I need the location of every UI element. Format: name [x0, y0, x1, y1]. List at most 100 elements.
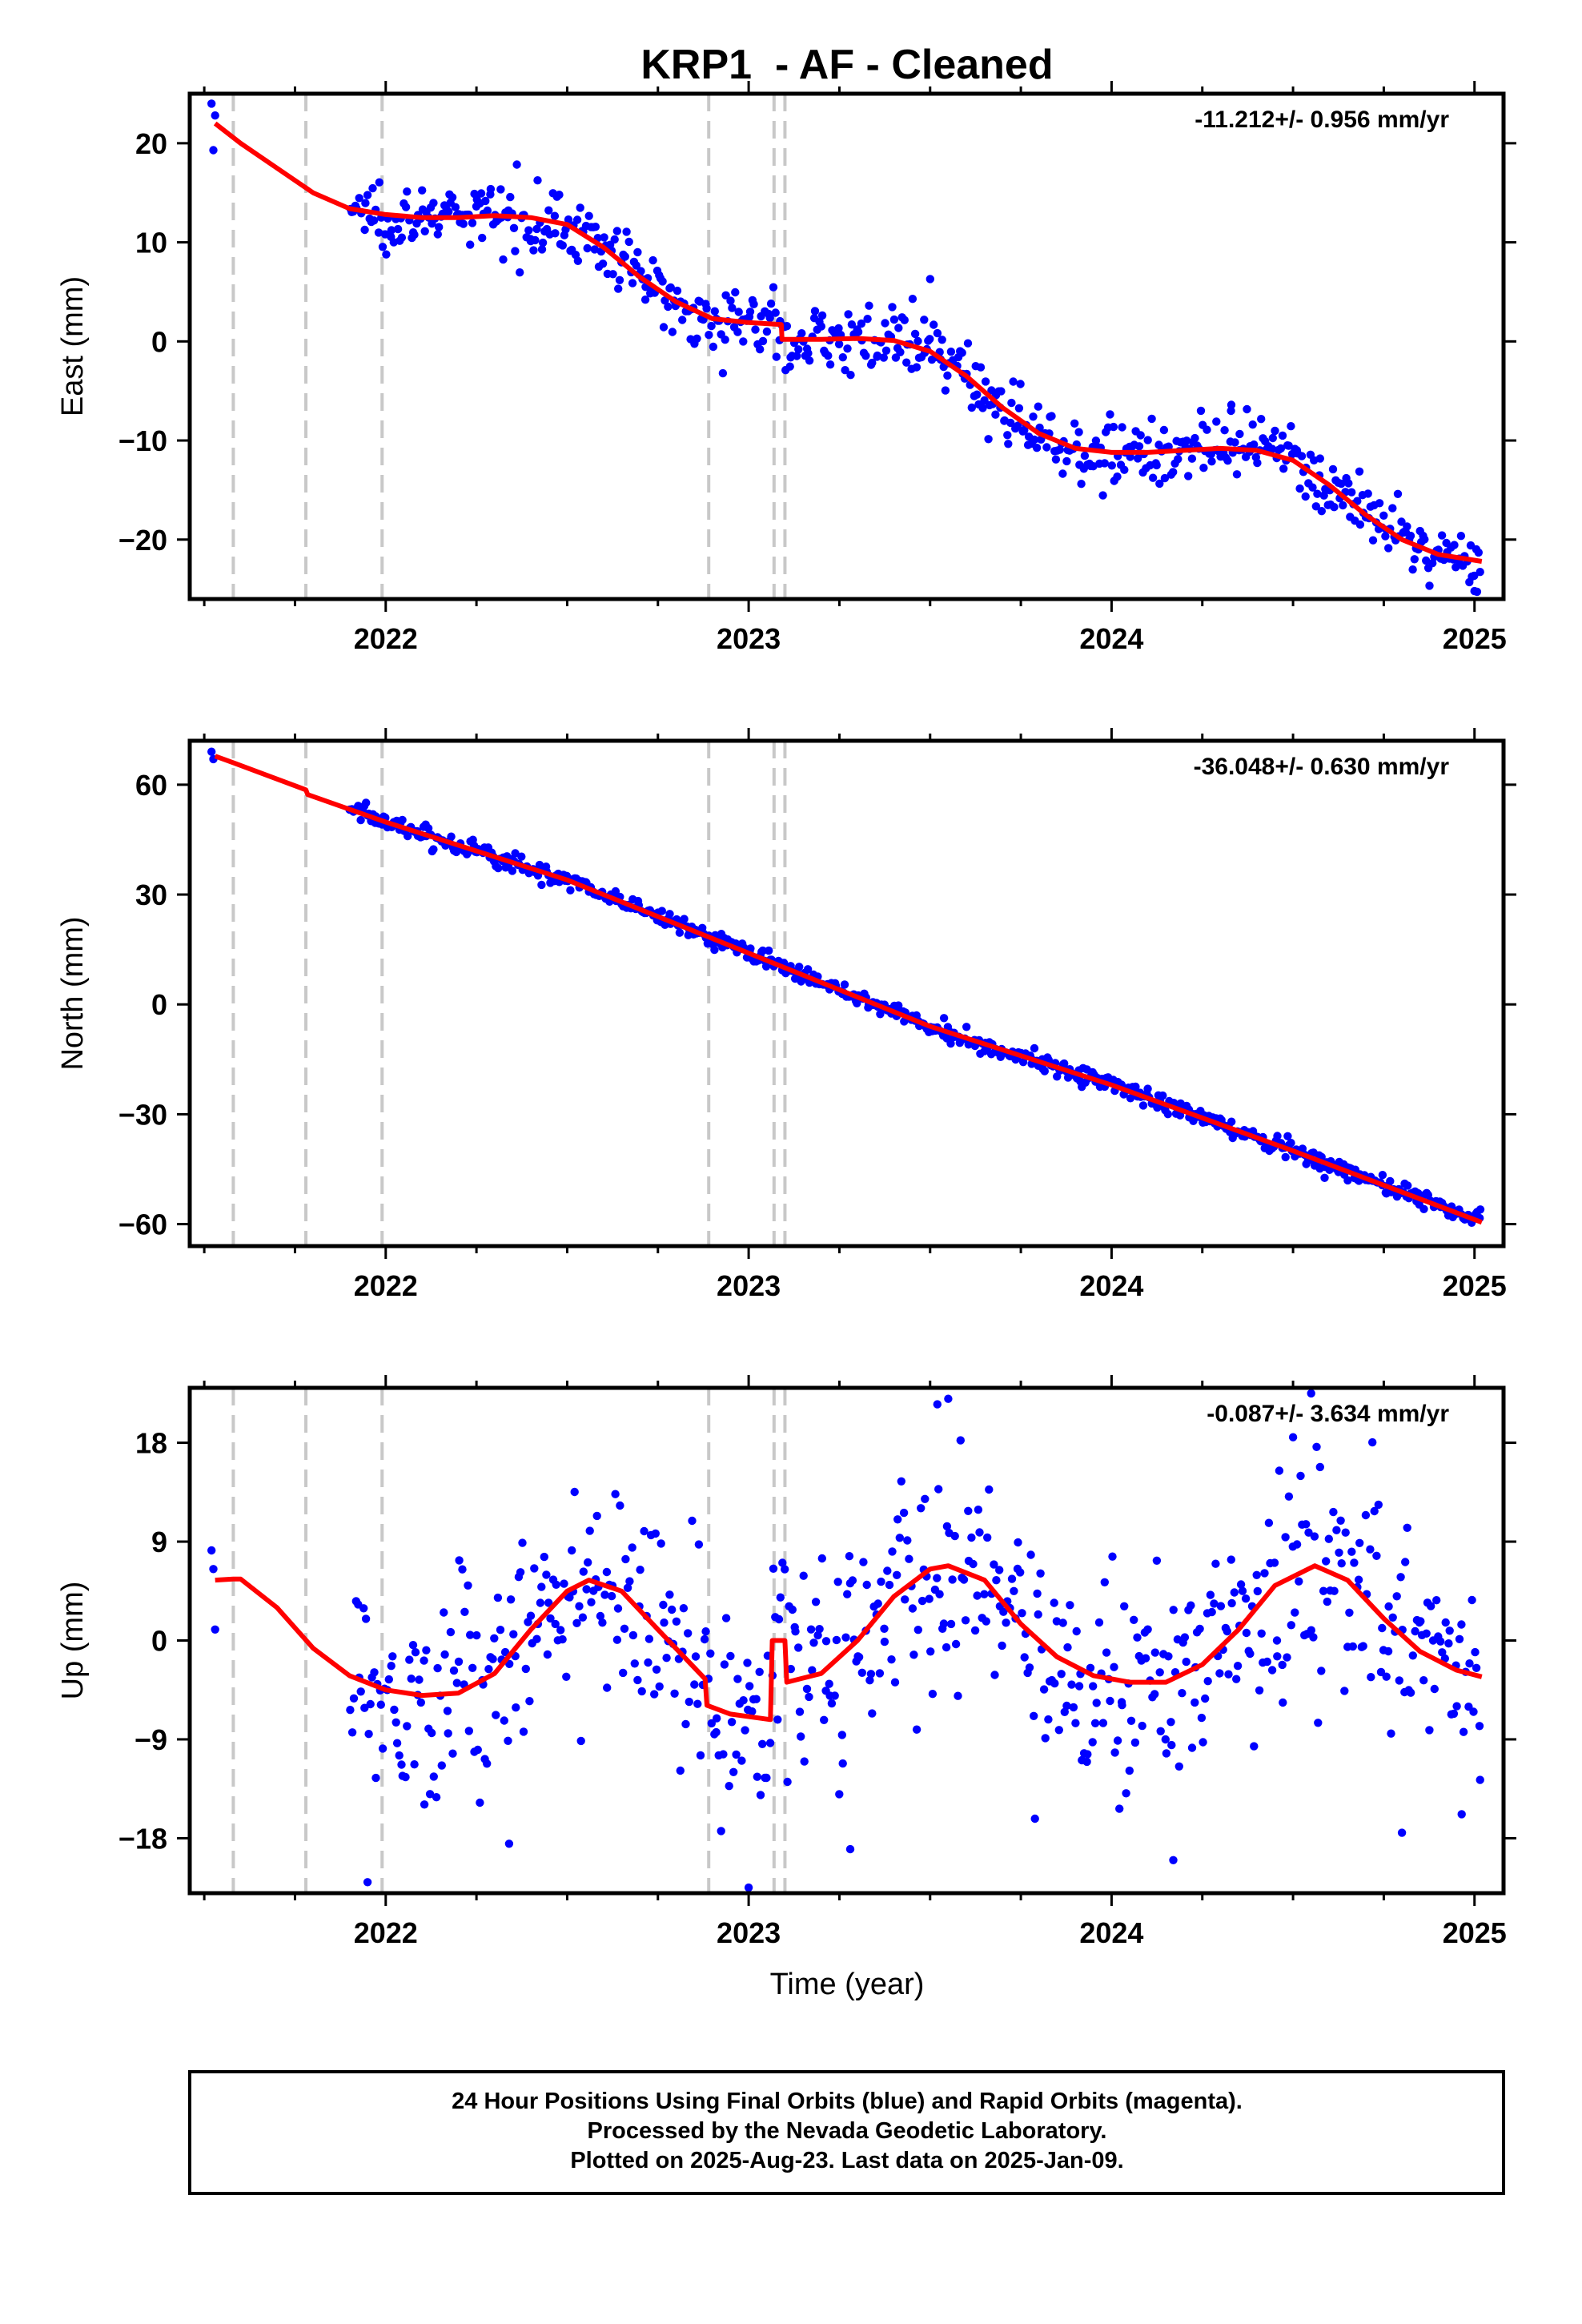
data-point	[376, 1700, 385, 1709]
data-point	[1388, 1613, 1397, 1622]
data-point	[1020, 1653, 1029, 1662]
data-point	[500, 1716, 508, 1725]
data-point	[973, 390, 982, 399]
rate-annotation: -11.212+/- 0.956 mm/yr	[1195, 107, 1449, 133]
data-point	[1329, 1507, 1338, 1517]
data-point	[675, 928, 685, 937]
data-point	[428, 1728, 436, 1738]
data-point	[1330, 503, 1339, 512]
y-tick-label: 60	[135, 769, 167, 802]
data-point	[1062, 456, 1071, 466]
data-point	[1100, 459, 1110, 468]
data-point	[1130, 1615, 1138, 1625]
data-point	[797, 1732, 805, 1741]
data-point	[535, 860, 544, 870]
data-point	[1301, 492, 1310, 501]
data-point	[668, 1605, 677, 1614]
data-point	[632, 261, 640, 270]
data-point	[1006, 418, 1015, 428]
data-point	[429, 199, 438, 207]
data-point	[1422, 556, 1431, 565]
data-point	[1379, 511, 1388, 520]
y-tick-label: −9	[135, 1723, 167, 1756]
data-point	[903, 1536, 912, 1545]
data-point	[1348, 1642, 1358, 1651]
data-point	[1253, 458, 1262, 468]
x-tick-label: 2025	[1443, 1916, 1507, 1949]
data-point	[1152, 1556, 1162, 1566]
data-point	[1158, 1091, 1167, 1100]
data-point	[797, 329, 806, 338]
data-point	[492, 1711, 500, 1719]
data-point	[619, 1668, 628, 1678]
y-tick-label: 10	[135, 227, 167, 259]
data-point	[624, 237, 633, 247]
data-point	[382, 250, 391, 259]
data-point	[1070, 419, 1079, 428]
data-point	[359, 1604, 368, 1613]
data-point	[1376, 1667, 1386, 1677]
data-point	[707, 321, 716, 331]
data-point	[560, 1579, 568, 1588]
data-point	[585, 1526, 594, 1535]
data-point	[795, 1707, 805, 1716]
data-point	[476, 1798, 484, 1807]
data-point	[976, 363, 986, 372]
data-point	[637, 1687, 646, 1696]
data-point	[1180, 1633, 1190, 1642]
data-point	[785, 362, 794, 371]
data-point	[838, 353, 848, 362]
data-point	[995, 1566, 1004, 1574]
data-point	[1163, 1110, 1173, 1119]
data-point	[1388, 504, 1397, 513]
data-point	[490, 1634, 499, 1642]
data-point	[464, 1727, 473, 1735]
data-point	[1382, 1672, 1391, 1681]
data-point	[556, 1626, 565, 1634]
data-point	[1267, 1666, 1277, 1675]
data-point	[512, 160, 521, 169]
data-point	[854, 1653, 864, 1662]
data-point	[751, 325, 760, 334]
data-point	[880, 1624, 889, 1634]
data-point	[361, 199, 370, 207]
data-point	[1210, 1599, 1219, 1608]
data-point	[709, 342, 718, 352]
data-point	[887, 1655, 896, 1664]
data-point	[1378, 1623, 1387, 1633]
data-point	[1378, 1171, 1387, 1180]
data-point	[1311, 502, 1321, 511]
data-point	[1030, 435, 1039, 444]
data-point	[1367, 1673, 1375, 1682]
data-point	[537, 1582, 546, 1591]
data-point	[888, 303, 897, 312]
data-point	[824, 352, 833, 360]
data-point	[1476, 568, 1484, 577]
data-point	[488, 1655, 497, 1663]
data-point	[885, 1580, 894, 1590]
data-point	[721, 1614, 731, 1622]
data-point	[1122, 1789, 1130, 1798]
data-point	[1449, 1709, 1459, 1719]
data-point	[772, 352, 781, 361]
data-point	[1475, 1722, 1484, 1731]
data-point	[755, 1667, 764, 1676]
x-tick-label: 2025	[1443, 622, 1507, 655]
data-point	[1384, 1602, 1393, 1611]
data-point	[967, 1533, 976, 1542]
y-tick-label: 18	[135, 1427, 167, 1460]
data-point	[611, 1490, 620, 1498]
data-point	[1455, 1634, 1464, 1643]
data-point	[1010, 1586, 1018, 1596]
data-point	[710, 307, 719, 316]
data-point	[1100, 1578, 1110, 1587]
data-point	[1107, 461, 1117, 470]
data-point	[1174, 1762, 1184, 1771]
data-point	[1406, 531, 1415, 541]
data-point	[362, 798, 371, 807]
data-point	[621, 1554, 630, 1564]
data-point	[857, 1668, 867, 1677]
data-point	[1088, 1738, 1097, 1747]
data-point	[788, 1605, 797, 1614]
data-point	[1359, 1642, 1367, 1651]
